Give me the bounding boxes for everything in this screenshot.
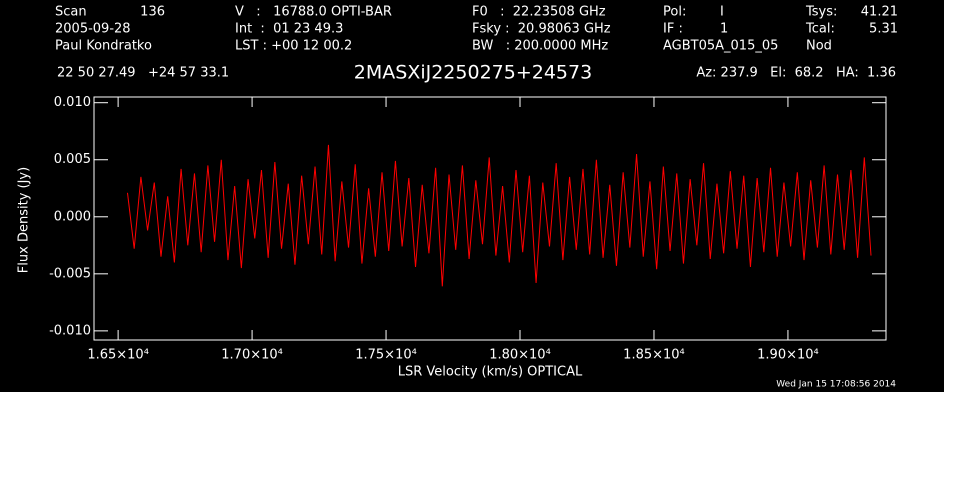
x-tick-label: 1.85×10⁴ [623, 348, 685, 363]
header-text: 1 [720, 22, 728, 37]
x-tick-label: 1.70×10⁴ [221, 348, 283, 363]
header-text: IF : [663, 22, 683, 37]
header-text: 5.31 [869, 22, 898, 37]
header-text: 136 [140, 5, 165, 20]
header-text: AGBT05A_015_05 [663, 39, 778, 54]
header-text: Fsky : 20.98063 GHz [472, 22, 611, 37]
y-axis-label: Flux Density (Jy) [17, 167, 32, 273]
header-text: LST : +00 12 00.2 [235, 39, 352, 54]
timestamp: Wed Jan 15 17:08:56 2014 [776, 380, 896, 390]
header-text: BW : 200.0000 MHz [472, 39, 608, 54]
header-text: F0 : 22.23508 GHz [472, 5, 606, 20]
x-tick-label: 1.75×10⁴ [355, 348, 417, 363]
spectrum-line [126, 144, 872, 287]
y-tick-label: 0.010 [54, 95, 91, 110]
header-text: 22 50 27.49 +24 57 33.1 [57, 66, 229, 81]
header-text: V : 16788.0 OPTI-BAR [235, 5, 392, 20]
header-text: Az: 237.9 El: 68.2 HA: 1.36 [696, 66, 896, 81]
x-tick-label: 1.90×10⁴ [757, 348, 819, 363]
header-text: Paul Kondratko [55, 39, 152, 54]
plot-frame [93, 96, 887, 341]
plot-background [0, 0, 944, 392]
header-text: Tsys: [805, 5, 837, 20]
header-text: I [720, 5, 724, 20]
header-text: Scan [55, 5, 87, 20]
y-tick-label: -0.005 [49, 266, 91, 281]
header-text: Pol: [663, 5, 686, 20]
header-text: 41.21 [861, 5, 898, 20]
y-tick-label: -0.010 [49, 323, 91, 338]
header-text: Tcal: [805, 22, 835, 37]
y-tick-label: 0.005 [54, 152, 91, 167]
y-tick-label: 0.000 [54, 209, 91, 224]
x-tick-label: 1.80×10⁴ [489, 348, 551, 363]
header-text: Int : 01 23 49.3 [235, 22, 343, 37]
x-tick-label: 1.65×10⁴ [87, 348, 149, 363]
header-text: Nod [806, 39, 832, 54]
chart-title: 2MASXiJ2250275+24573 [354, 62, 592, 84]
header-text: 2005-09-28 [55, 22, 131, 37]
x-axis-label: LSR Velocity (km/s) OPTICAL [398, 365, 583, 380]
